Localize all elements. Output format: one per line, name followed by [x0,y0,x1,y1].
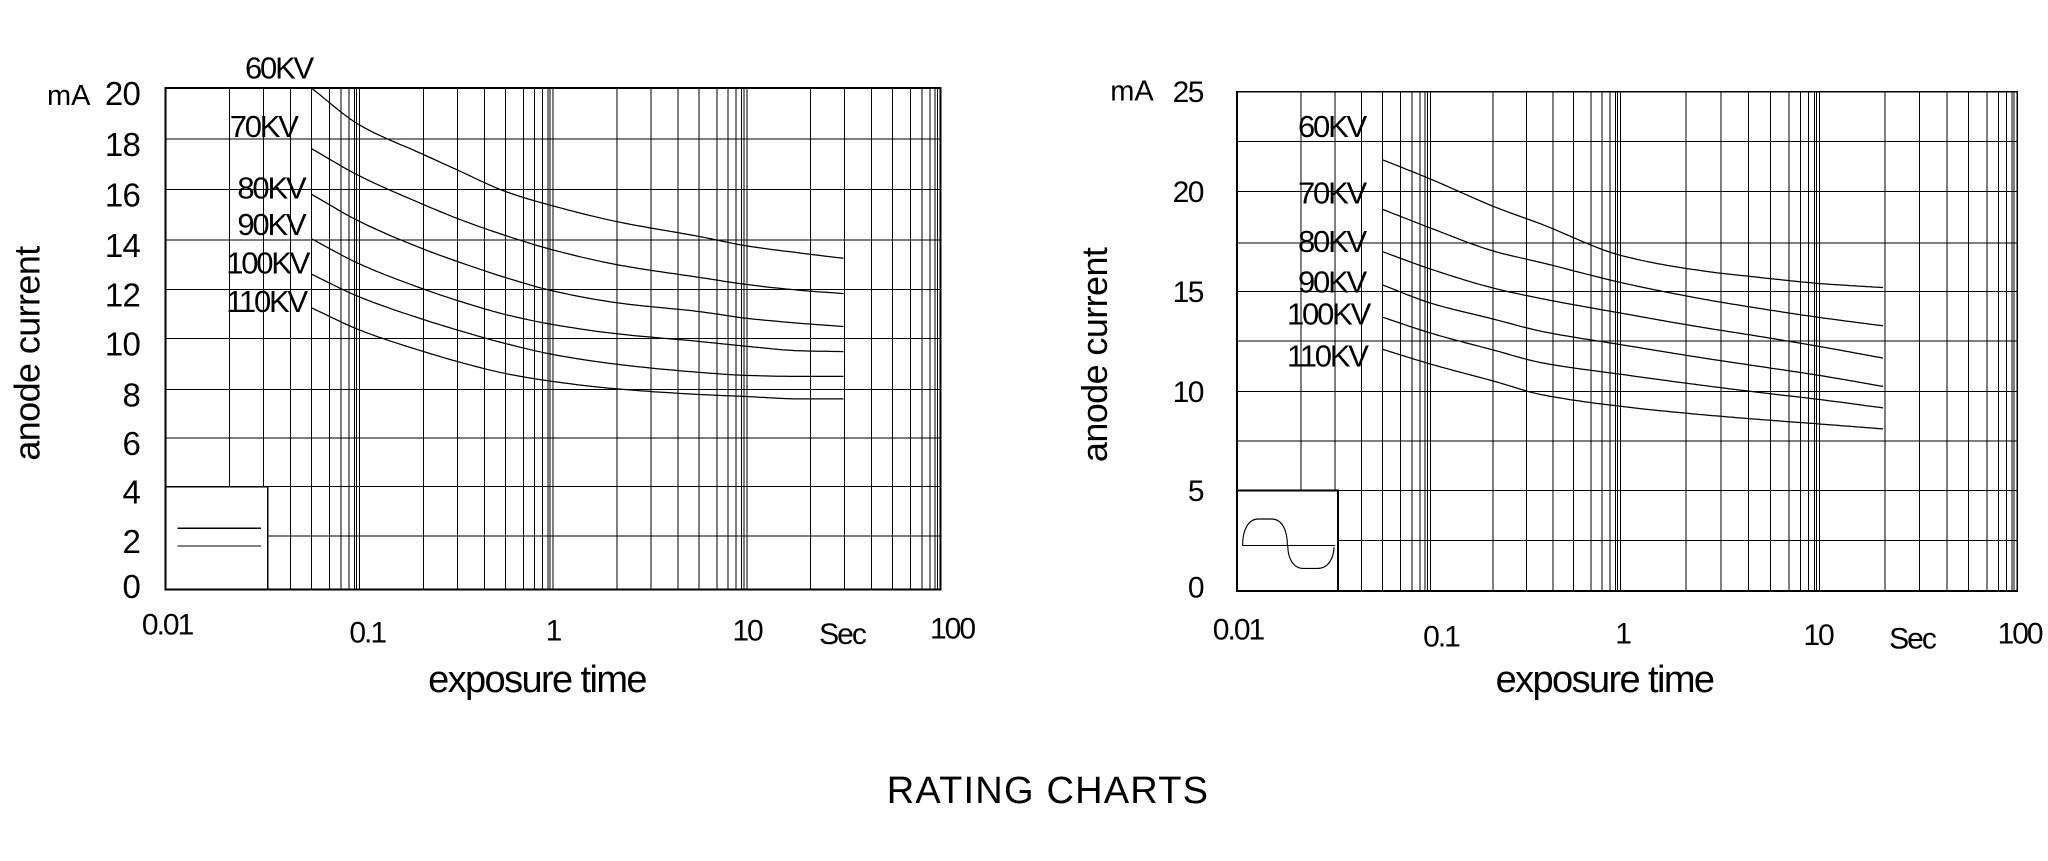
svg-text:110KV: 110KV [226,284,308,319]
svg-text:RATING CHARTS: RATING CHARTS [887,770,1209,812]
svg-text:16: 16 [105,177,140,214]
svg-text:70KV: 70KV [1298,176,1368,211]
svg-text:100: 100 [930,613,975,646]
svg-text:8: 8 [122,377,140,414]
svg-text:110KV: 110KV [1287,339,1369,374]
svg-text:anode current: anode current [7,246,48,461]
svg-text:18: 18 [105,126,140,163]
svg-text:90KV: 90KV [237,207,307,242]
svg-text:15: 15 [1173,276,1204,309]
svg-text:6: 6 [122,425,140,462]
svg-text:exposure time: exposure time [1496,659,1714,701]
svg-text:0: 0 [1188,572,1204,605]
svg-text:10: 10 [1803,619,1834,652]
svg-text:0.1: 0.1 [349,617,386,650]
svg-text:20: 20 [1173,176,1204,209]
svg-text:60KV: 60KV [1298,109,1368,144]
svg-text:60KV: 60KV [245,51,315,86]
svg-text:10: 10 [732,615,763,648]
svg-text:100KV: 100KV [226,246,311,281]
svg-text:12: 12 [105,277,140,314]
svg-text:exposure time: exposure time [428,659,646,701]
svg-text:100KV: 100KV [1287,297,1372,332]
svg-text:0.01: 0.01 [1213,614,1265,647]
svg-text:0.1: 0.1 [1423,621,1460,654]
svg-text:1: 1 [1615,618,1631,651]
svg-text:100: 100 [1998,618,2043,651]
svg-text:anode current: anode current [1074,247,1115,462]
svg-text:80KV: 80KV [1298,224,1368,259]
svg-text:25: 25 [1173,76,1204,109]
svg-text:mA: mA [47,80,91,112]
svg-text:mA: mA [1110,76,1154,108]
svg-text:2: 2 [122,523,140,560]
svg-text:Sec: Sec [819,618,867,651]
svg-text:Sec: Sec [1889,622,1937,655]
svg-text:10: 10 [1173,376,1204,409]
svg-text:5: 5 [1188,475,1204,508]
svg-text:10: 10 [105,326,141,363]
svg-text:14: 14 [105,227,141,264]
svg-text:90KV: 90KV [1298,265,1368,300]
svg-text:4: 4 [122,474,140,511]
svg-text:0: 0 [122,568,140,605]
svg-text:20: 20 [105,75,141,112]
svg-text:70KV: 70KV [230,109,300,144]
svg-text:1: 1 [546,615,562,648]
svg-text:80KV: 80KV [237,171,307,206]
svg-text:0.01: 0.01 [142,608,194,641]
